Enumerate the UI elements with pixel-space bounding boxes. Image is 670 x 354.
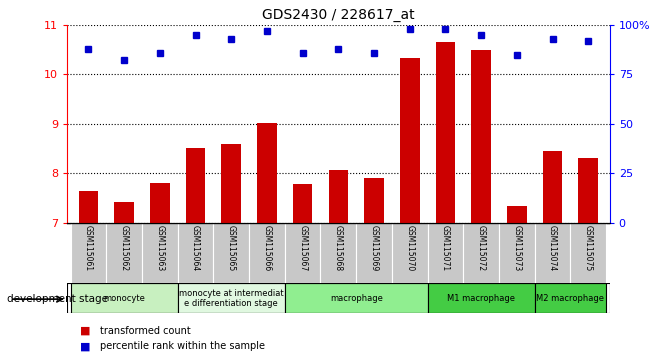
Bar [285, 283, 427, 313]
Bar [107, 223, 142, 285]
Bar [186, 148, 205, 223]
Text: GSM115067: GSM115067 [298, 225, 307, 271]
Bar [293, 184, 312, 223]
Text: GSM115070: GSM115070 [405, 225, 414, 271]
Bar [472, 50, 491, 223]
Text: GSM115069: GSM115069 [370, 225, 379, 271]
Bar [320, 223, 356, 285]
Bar [221, 144, 241, 223]
Bar [178, 223, 213, 285]
Text: GSM115074: GSM115074 [548, 225, 557, 271]
Bar [285, 223, 320, 285]
Bar [578, 158, 598, 223]
Bar [356, 223, 392, 285]
Text: GSM115071: GSM115071 [441, 225, 450, 271]
Bar [400, 58, 419, 223]
Text: GSM115063: GSM115063 [155, 225, 164, 271]
Bar [257, 123, 277, 223]
Text: GSM115073: GSM115073 [513, 225, 521, 271]
Bar [150, 183, 170, 223]
Text: macrophage: macrophage [330, 294, 383, 303]
Bar [464, 223, 499, 285]
Bar [142, 223, 178, 285]
Text: GSM115065: GSM115065 [226, 225, 236, 271]
Bar [213, 223, 249, 285]
Text: monocyte at intermediat
e differentiation stage: monocyte at intermediat e differentiatio… [179, 289, 283, 308]
Text: M1 macrophage: M1 macrophage [447, 294, 515, 303]
Text: percentile rank within the sample: percentile rank within the sample [100, 341, 265, 351]
Bar [427, 283, 535, 313]
Bar [507, 206, 527, 223]
Text: GSM115062: GSM115062 [120, 225, 129, 271]
Text: GSM115068: GSM115068 [334, 225, 343, 271]
Text: GSM115072: GSM115072 [476, 225, 486, 271]
Bar [543, 151, 562, 223]
Bar [328, 170, 348, 223]
Bar [499, 223, 535, 285]
Text: development stage: development stage [7, 294, 108, 304]
Bar [70, 283, 178, 313]
Text: GSM115061: GSM115061 [84, 225, 93, 271]
Text: transformed count: transformed count [100, 326, 191, 336]
Text: GSM115064: GSM115064 [191, 225, 200, 271]
Bar [178, 283, 285, 313]
Bar [115, 202, 134, 223]
Text: ■: ■ [80, 341, 91, 351]
Text: ■: ■ [80, 326, 91, 336]
Bar [70, 223, 107, 285]
Text: M2 macrophage: M2 macrophage [537, 294, 604, 303]
Title: GDS2430 / 228617_at: GDS2430 / 228617_at [262, 8, 415, 22]
Bar [436, 42, 456, 223]
Bar [570, 223, 606, 285]
Text: GSM115075: GSM115075 [584, 225, 593, 271]
Bar [249, 223, 285, 285]
Bar [427, 223, 464, 285]
Bar [535, 223, 570, 285]
Text: GSM115066: GSM115066 [263, 225, 271, 271]
Bar [392, 223, 427, 285]
Bar [535, 283, 606, 313]
Text: monocyte: monocyte [103, 294, 145, 303]
Bar [364, 178, 384, 223]
Bar [78, 191, 98, 223]
